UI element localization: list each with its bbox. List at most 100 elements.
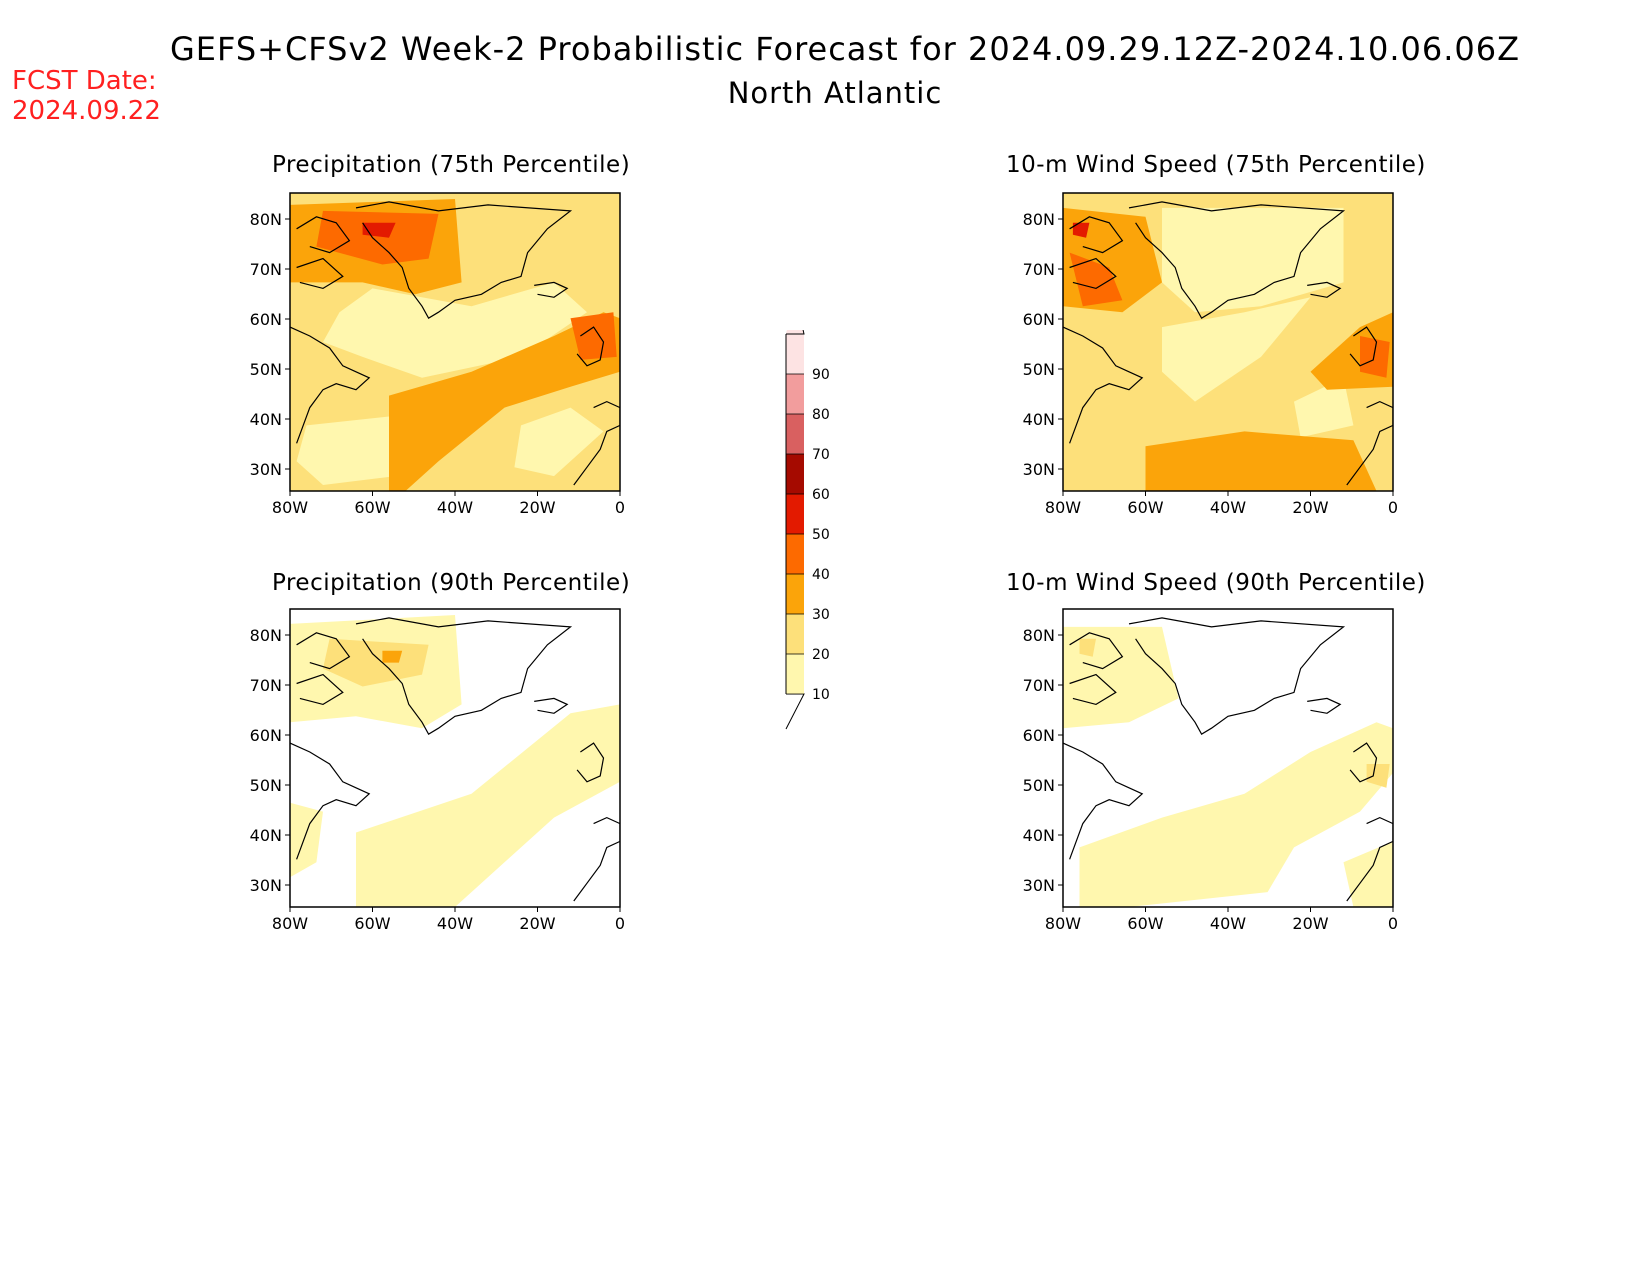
- coastline: [1128, 617, 1346, 736]
- lat-tick-label: 70N: [1023, 260, 1055, 279]
- probability-shade-c10: [356, 704, 620, 907]
- lat-tick-label: 30N: [250, 460, 282, 479]
- lat-tick-label: 50N: [250, 360, 282, 379]
- lon-tick-label: 20W: [1292, 498, 1328, 517]
- coastline: [1069, 216, 1124, 254]
- probability-shade-c20: [1366, 764, 1390, 788]
- probability-shade-c40: [1069, 252, 1123, 307]
- coastline: [1307, 697, 1342, 714]
- coastline: [1349, 326, 1378, 367]
- coastline: [1128, 201, 1346, 320]
- coastline: [296, 673, 344, 706]
- colorbar-tick-label: 20: [812, 647, 830, 663]
- coastline: [290, 326, 371, 444]
- lon-tick-label: 40W: [437, 498, 473, 517]
- lon-tick-label: 80W: [1045, 498, 1081, 517]
- colorbar-segment: [786, 454, 804, 494]
- lon-tick-label: 80W: [272, 914, 308, 933]
- lat-tick-label: 50N: [1023, 776, 1055, 795]
- lat-tick-label: 80N: [250, 626, 282, 645]
- map-fill-precip90: [290, 609, 620, 907]
- map-fill-precip75: [290, 193, 620, 491]
- colorbar-segment: [786, 574, 804, 614]
- probability-shade-c30: [389, 312, 620, 491]
- coastline: [573, 816, 620, 902]
- lat-tick-label: 80N: [250, 210, 282, 229]
- lon-tick-label: 40W: [1210, 498, 1246, 517]
- lon-tick-label: 20W: [1292, 914, 1328, 933]
- colorbar-tick-label: 50: [812, 527, 830, 543]
- lon-tick-label: 60W: [1127, 914, 1163, 933]
- coastline: [1069, 257, 1117, 290]
- lat-tick-label: 60N: [1023, 310, 1055, 329]
- probability-shade-c50: [362, 222, 396, 238]
- probability-shade-c30: [382, 650, 403, 663]
- coastline: [296, 632, 351, 670]
- lat-tick-label: 70N: [1023, 676, 1055, 695]
- colorbar-segment: [786, 654, 804, 694]
- lat-tick-label: 50N: [1023, 360, 1055, 379]
- lon-tick-label: 20W: [519, 498, 555, 517]
- colorbar-tick-label: 70: [812, 447, 830, 463]
- region-title: North Atlantic: [727, 76, 943, 110]
- probability-shade-c10: [1079, 722, 1393, 907]
- lon-tick-label: 20W: [519, 914, 555, 933]
- coastline: [534, 281, 569, 298]
- lon-tick-label: 0: [615, 914, 625, 933]
- map-precip-90th: 80N 70N 60N 50N 40N 30N 80W 60W 40W 20W 0: [250, 608, 625, 933]
- coastline: [355, 617, 573, 736]
- lon-tick-label: 40W: [1210, 914, 1246, 933]
- probability-shade-c10: [296, 416, 396, 485]
- coastline: [290, 742, 371, 860]
- map-precip-75th: 80N 70N 60N 50N 40N 30N 80W 60W 40W 20W 0: [250, 192, 625, 517]
- lat-tick-label: 40N: [250, 410, 282, 429]
- lat-tick-label: 80N: [1023, 626, 1055, 645]
- colorbar-segment: [786, 494, 804, 534]
- fcst-date-label: FCST Date:: [12, 66, 157, 96]
- probability-shade-c40: [1360, 336, 1390, 378]
- lon-tick-label: 60W: [354, 498, 390, 517]
- coastline: [296, 216, 351, 254]
- panel-title-wind90: 10-m Wind Speed (90th Percentile): [1006, 570, 1426, 596]
- coastline: [576, 742, 605, 783]
- probability-shade-c10: [514, 407, 604, 477]
- colorbar-tick-label: 40: [812, 567, 830, 583]
- lat-tick-label: 30N: [1023, 876, 1055, 895]
- colorbar-tick-label: 30: [812, 607, 830, 623]
- panel-title-precip75: Precipitation (75th Percentile): [272, 152, 631, 178]
- lon-tick-label: 0: [1388, 914, 1398, 933]
- coastline: [573, 400, 620, 486]
- colorbar-tick-label: 90: [812, 367, 830, 383]
- probability-shade-c20: [1079, 638, 1096, 657]
- lat-tick-label: 40N: [1023, 826, 1055, 845]
- probability-shade-c40: [570, 312, 617, 360]
- probability-shade-c50: [1072, 222, 1090, 238]
- lat-tick-label: 50N: [250, 776, 282, 795]
- panel-title-wind75: 10-m Wind Speed (75th Percentile): [1006, 152, 1426, 178]
- colorbar-tick-label: 80: [812, 407, 830, 423]
- lat-tick-label: 30N: [250, 876, 282, 895]
- probability-shade-c30: [1145, 431, 1377, 491]
- lon-tick-label: 0: [615, 498, 625, 517]
- coastline: [534, 697, 569, 714]
- lat-tick-label: 40N: [250, 826, 282, 845]
- lon-tick-label: 0: [1388, 498, 1398, 517]
- colorbar-lower-cap: [785, 693, 805, 730]
- lat-tick-label: 80N: [1023, 210, 1055, 229]
- lon-tick-label: 40W: [437, 914, 473, 933]
- coastline: [1349, 742, 1378, 783]
- probability-shade-c10: [1294, 377, 1354, 438]
- probability-shade-c20: [323, 638, 429, 687]
- colorbar-tick-label: 10: [812, 687, 830, 703]
- coastline: [1069, 632, 1124, 670]
- fcst-date-value: 2024.09.22: [12, 96, 161, 126]
- coastline: [1069, 673, 1117, 706]
- lon-tick-label: 80W: [1045, 914, 1081, 933]
- colorbar-segment: [786, 334, 804, 374]
- coastline: [296, 257, 344, 290]
- lat-tick-label: 30N: [1023, 460, 1055, 479]
- lat-tick-label: 40N: [1023, 410, 1055, 429]
- lat-tick-label: 70N: [250, 260, 282, 279]
- probability-shade-c40: [316, 210, 439, 265]
- panel-title-precip90: Precipitation (90th Percentile): [272, 570, 631, 596]
